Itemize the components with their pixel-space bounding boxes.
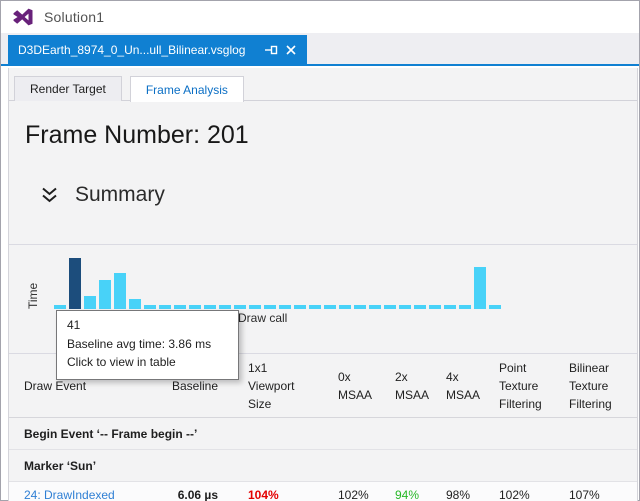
section-divider [9,244,637,245]
chart-bar[interactable] [84,296,96,309]
chart-bar[interactable] [144,305,156,309]
draw-event-link[interactable]: 24: DrawIndexed [24,487,115,501]
chart-bar[interactable] [444,305,456,309]
table-header-row: Draw Event Baseline 1x1 Viewport Size 0x… [9,353,637,418]
chart-bar[interactable] [384,305,396,309]
chart-bar[interactable] [129,299,141,309]
chart-bar[interactable] [429,305,441,309]
msaa-4x-value: 98% [446,487,471,501]
visual-studio-logo [13,8,33,26]
frame-number-heading: Frame Number: 201 [25,121,249,149]
point-filtering-value: 102% [499,487,530,501]
tooltip-baseline-time: Baseline avg time: 3.86 ms [67,336,212,351]
title-bar: Solution1 [1,1,639,33]
chart-bar[interactable] [54,305,66,309]
msaa-2x-value: 94% [395,487,420,501]
bilinear-filtering-value: 107% [569,487,600,501]
chart-bar[interactable] [264,305,276,309]
chart-tooltip: 41 Baseline avg time: 3.86 ms Click to v… [56,310,239,380]
chart-bar[interactable] [369,305,381,309]
tab-frame-analysis[interactable]: Frame Analysis [129,76,244,102]
table-row-marker-sun[interactable]: Marker ‘Sun’ [9,450,637,482]
close-icon[interactable] [283,42,299,58]
window-title: Solution1 [44,9,105,25]
column-header-4x-msaa: 4x MSAA [446,369,481,402]
begin-event-label: Begin Event ‘-- Frame begin --’ [24,426,198,441]
chart-bar[interactable] [99,280,111,309]
chart-bar[interactable] [414,305,426,309]
document-tab-label: D3DEarth_8974_0_Un...ull_Bilinear.vsglog [18,42,246,57]
chart-bar[interactable] [114,273,126,309]
msaa-0x-value: 102% [338,487,369,501]
chart-y-axis-label: Time [26,282,40,309]
chart-bar[interactable] [399,305,411,309]
timing-chart: Time Draw call [9,245,637,353]
chart-bar[interactable] [174,305,186,309]
document-tab[interactable]: D3DEarth_8974_0_Un...ull_Bilinear.vsglog [8,35,308,64]
chart-bars [54,258,501,309]
summary-section-header[interactable]: Summary [41,180,637,210]
column-header-2x-msaa: 2x MSAA [395,369,430,402]
column-header-bilinear-filtering: Bilinear Texture Filtering [569,360,612,411]
chart-bar[interactable] [294,305,306,309]
chart-bar[interactable] [459,305,471,309]
chart-bar[interactable] [159,305,171,309]
column-header-0x-msaa: 0x MSAA [338,369,373,402]
tooltip-hint: Click to view in table [67,355,176,370]
view-tab-strip: Render Target Frame Analysis [9,68,637,102]
chart-bar[interactable] [279,305,291,309]
pin-icon[interactable] [263,42,279,58]
chart-bar[interactable] [309,305,321,309]
table-row-drawindexed[interactable]: 24: DrawIndexed 6.06 µs 104% 102% 94% 98… [9,482,637,501]
chart-bar[interactable] [489,305,501,309]
chart-bar[interactable] [234,305,246,309]
tooltip-draw-call-number: 41 [67,318,81,332]
column-header-1x1-viewport: 1x1 Viewport Size [248,360,295,411]
column-header-point-filtering: Point Texture Filtering [499,360,542,411]
summary-heading: Summary [75,183,165,206]
viewport-1x1-value: 104% [248,487,279,501]
tab-render-target[interactable]: Render Target [14,76,122,101]
chart-bar[interactable] [339,305,351,309]
chart-bar[interactable] [354,305,366,309]
chart-bar[interactable] [474,267,486,309]
document-tab-strip: D3DEarth_8974_0_Un...ull_Bilinear.vsglog [1,33,639,66]
chart-bar[interactable] [219,305,231,309]
marker-label: Marker ‘Sun’ [24,458,97,473]
baseline-value: 6.06 µs [177,487,218,501]
chart-bar[interactable] [204,305,216,309]
chart-x-axis-label: Draw call [238,311,288,325]
chart-bar[interactable] [324,305,336,309]
collapse-chevron-icon[interactable] [41,187,58,203]
chart-bar[interactable] [69,258,81,309]
chart-bar[interactable] [189,305,201,309]
table-row-begin-event[interactable]: Begin Event ‘-- Frame begin --’ [9,418,637,450]
frame-analysis-panel: Render Target Frame Analysis Frame Numbe… [8,68,638,501]
column-header-baseline: Baseline [171,378,218,393]
chart-bar[interactable] [249,305,261,309]
column-header-draw-event: Draw Event [24,378,87,393]
